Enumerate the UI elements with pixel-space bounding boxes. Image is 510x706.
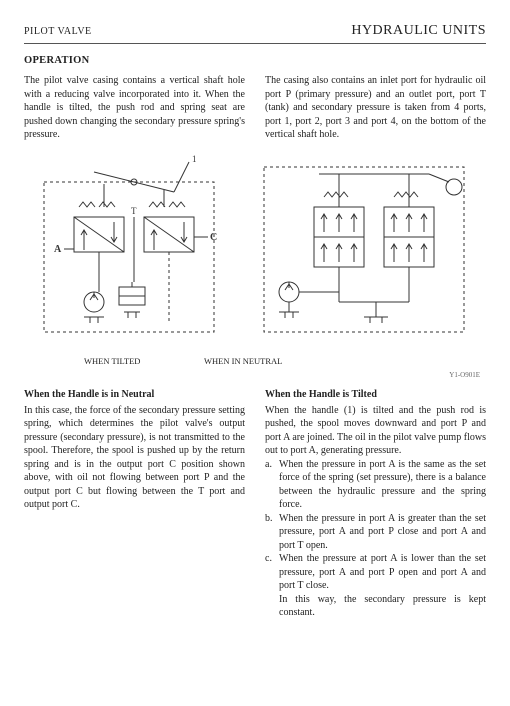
list-marker: a. [265, 458, 279, 512]
detail-columns: When the Handle is in Neutral In this ca… [24, 388, 486, 620]
hydraulic-diagram: 1 T A C [24, 152, 486, 352]
intro-right: The casing also contains an inlet port f… [265, 74, 486, 142]
diagram-label-A: A [54, 244, 62, 255]
diagram-caption-row: WHEN TILTED WHEN IN NEUTRAL [24, 356, 486, 367]
diagram-label-C: C [210, 232, 217, 243]
tilted-tail: In this way, the secondary pressure is k… [265, 593, 486, 620]
list-text: When the pressure in port A is the same … [279, 458, 486, 512]
tilted-lead: When the handle (1) is tilted and the pu… [265, 404, 486, 458]
page-header: PILOT VALVE HYDRAULIC UNITS [24, 22, 486, 44]
list-item: a.When the pressure in port A is the sam… [265, 458, 486, 512]
caption-tilted: WHEN TILTED [84, 356, 204, 367]
header-right: HYDRAULIC UNITS [351, 22, 486, 41]
list-text: When the pressure at port A is lower tha… [279, 552, 486, 593]
section-title-operation: OPERATION [24, 54, 486, 68]
diagram-label-T: T [131, 206, 137, 216]
tilted-title: When the Handle is Tilted [265, 388, 486, 402]
neutral-column: When the Handle is in Neutral In this ca… [24, 388, 245, 620]
diagram-block: 1 T A C [24, 152, 486, 367]
tilted-list: a.When the pressure in port A is the sam… [265, 458, 486, 593]
diagram-label-1: 1 [192, 154, 197, 164]
list-marker: c. [265, 552, 279, 593]
tilted-column: When the Handle is Tilted When the handl… [265, 388, 486, 620]
list-text: When the pressure in port A is greater t… [279, 512, 486, 553]
intro-columns: The pilot valve casing contains a vertic… [24, 74, 486, 142]
neutral-body: In this case, the force of the secondary… [24, 404, 245, 512]
header-left: PILOT VALVE [24, 25, 92, 39]
list-item: b.When the pressure in port A is greater… [265, 512, 486, 553]
neutral-title: When the Handle is in Neutral [24, 388, 245, 402]
list-item: c.When the pressure at port A is lower t… [265, 552, 486, 593]
figure-id: Y1-O901E [24, 371, 486, 380]
intro-left: The pilot valve casing contains a vertic… [24, 74, 245, 142]
list-marker: b. [265, 512, 279, 553]
caption-neutral: WHEN IN NEUTRAL [204, 356, 282, 367]
